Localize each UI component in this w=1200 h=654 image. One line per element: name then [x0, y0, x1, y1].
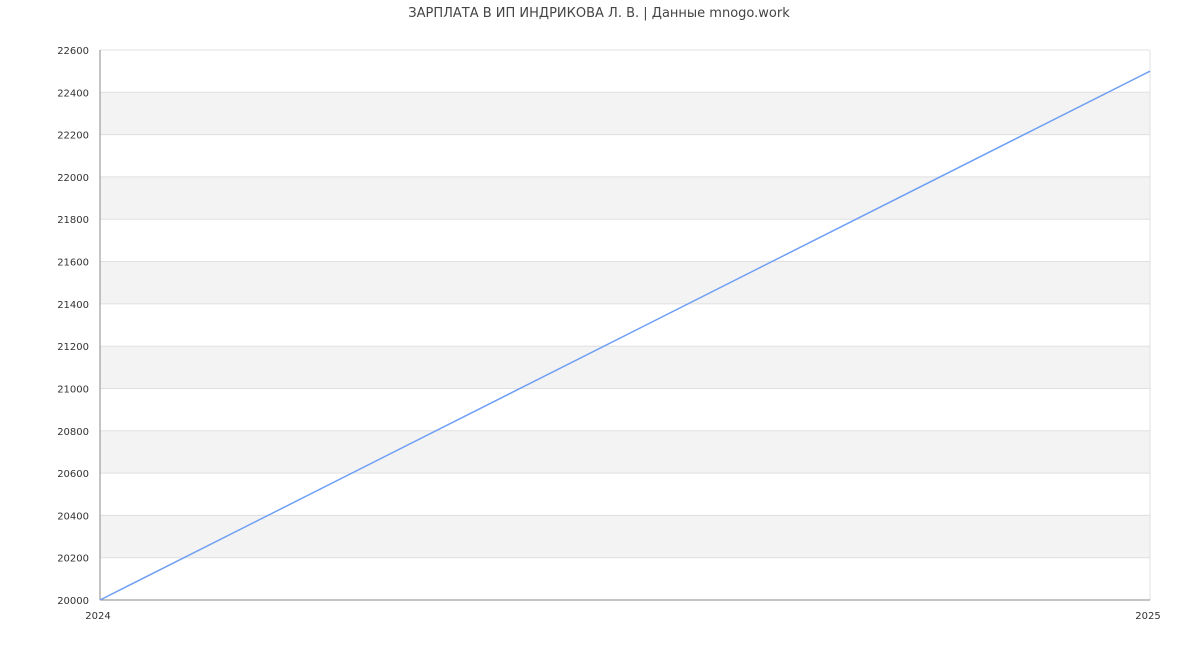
grid-band: [100, 176, 1150, 220]
x-tick-label: 2024: [85, 611, 110, 622]
y-tick-label: 20000: [57, 596, 89, 607]
grid-band: [100, 515, 1150, 558]
y-tick-label: 20800: [57, 427, 89, 438]
grid-band: [100, 261, 1150, 304]
y-tick-label: 22000: [57, 173, 89, 184]
chart-title: ЗАРПЛАТА В ИП ИНДРИКОВА Л. В. | Данные m…: [408, 6, 790, 21]
y-tick-label: 21800: [57, 215, 89, 226]
y-tick-label: 21600: [57, 258, 89, 269]
y-tick-label: 20600: [57, 469, 89, 480]
series-line: [99, 70, 1151, 601]
grid-band: [100, 430, 1150, 474]
y-tick-label: 21400: [57, 300, 89, 311]
y-tick-label: 22600: [57, 46, 89, 57]
y-tick-label: 22200: [57, 131, 89, 142]
grid-band: [100, 92, 1150, 135]
x-tick-label: 2025: [1135, 611, 1160, 622]
y-tick-label: 20400: [57, 511, 89, 522]
grid-band: [100, 346, 1150, 389]
y-tick-label: 22400: [57, 88, 89, 99]
y-tick-label: 21200: [57, 342, 89, 353]
y-tick-label: 21000: [57, 384, 89, 395]
y-tick-label: 20200: [57, 554, 89, 565]
